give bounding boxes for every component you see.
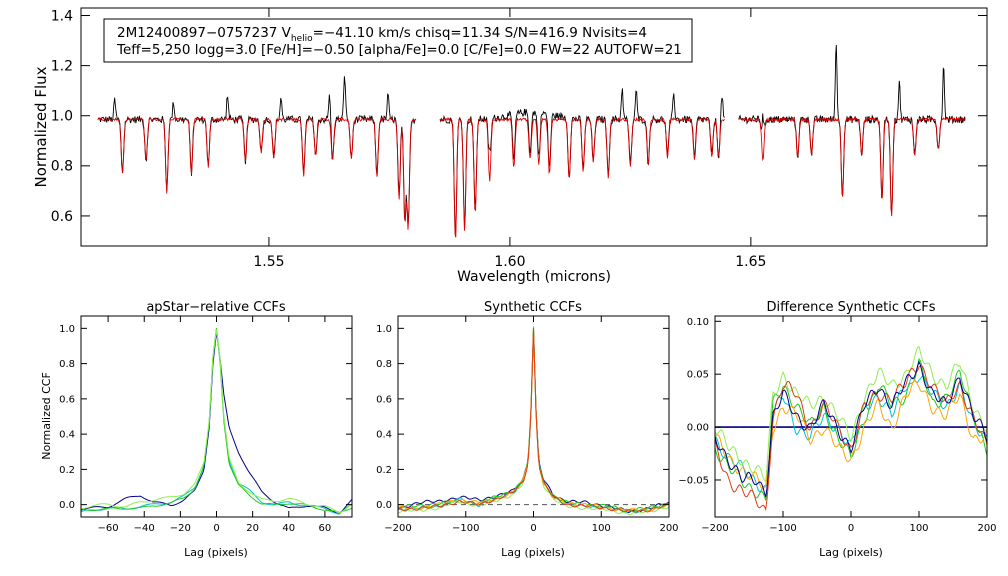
difference-ccf-series-line <box>715 365 987 512</box>
synthetic-ccf-series-line <box>398 327 669 512</box>
apstar-ccf-ticks: −60 −40 −20 0 20 40 60 0.0 0.2 0.4 0.6 0.8 1.0 <box>59 316 352 534</box>
difference-ccf-xtick-label: 200 <box>977 523 996 534</box>
spectrum-xtick-label: 1.55 <box>253 254 284 270</box>
spectrum-annotation-line1: 2M12400897−0757237 Vhelio=−41.10 km/s ch… <box>117 25 647 44</box>
apstar-ccf-xtick-label: −20 <box>170 523 191 534</box>
spectrum-ytick-label: 1.0 <box>51 109 73 125</box>
spectrum-model-line <box>97 116 417 230</box>
synthetic-ccf-series-line <box>398 326 669 514</box>
spectrum-annotation: 2M12400897−0757237 Vhelio=−41.10 km/s ch… <box>103 18 693 63</box>
difference-ccf-plot-area <box>715 345 987 512</box>
difference-ccf-xtick-label: −200 <box>701 523 728 534</box>
apstar-ccf-axes-frame <box>80 315 353 518</box>
difference-ccf-ticks: −200 −100 0 100 200 −0.05 0.00 0.05 0.10 <box>678 316 997 534</box>
difference-ccf-ytick-label: 0.10 <box>687 317 709 328</box>
difference-ccf-series-line <box>715 360 987 498</box>
spectrum-ylabel: Normalized Flux <box>32 66 50 187</box>
apstar-ccf-series-group <box>81 327 352 515</box>
spectrum-xlabel: Wavelength (microns) <box>457 269 611 285</box>
synthetic-ccf-ytick-label: 0.2 <box>376 465 392 476</box>
synthetic-ccf-xlabel: Lag (pixels) <box>501 546 565 559</box>
apstar-ccf-series-line <box>81 331 352 515</box>
difference-ccf-title: Difference Synthetic CCFs <box>766 300 935 315</box>
apstar-ccf-ytick-label: 0.2 <box>59 465 75 476</box>
apstar-ccf-series-line <box>81 327 352 513</box>
difference-ccf-panel: −200 −100 0 100 200 −0.05 0.00 0.05 0.10 Differe… <box>678 300 996 559</box>
synthetic-ccf-title: Synthetic CCFs <box>484 300 582 315</box>
difference-ccf-xlabel: Lag (pixels) <box>819 546 883 559</box>
difference-ccf-series-line <box>715 375 987 493</box>
synthetic-ccf-ticks: −200 −100 0 100 200 0.0 0.2 0.4 0.6 0.8 1.0 <box>376 316 679 534</box>
spectrum-axes-frame <box>80 7 988 247</box>
synthetic-ccf-ytick-label: 0.6 <box>376 394 392 405</box>
synthetic-ccf-ytick-label: 0.8 <box>376 359 392 370</box>
spectrum-plot-area <box>97 45 966 238</box>
apstar-ccf-series-line <box>81 329 352 514</box>
spectrum-ytick-label: 1.4 <box>51 8 73 24</box>
apstar-ccf-xtick-label: 0 <box>213 523 219 534</box>
spectrum-ticks: 1.55 1.60 1.65 0.6 0.8 1.0 1.2 1.4 <box>51 8 987 270</box>
spectrum-ytick-label: 0.6 <box>51 209 73 225</box>
synthetic-ccf-ytick-label: 0.4 <box>376 430 392 441</box>
apstar-ccf-xtick-label: 60 <box>319 523 332 534</box>
spectrum-model-line <box>738 116 966 217</box>
apstar-ccf-series-line <box>81 328 352 515</box>
apstar-ccf-ytick-label: 1.0 <box>59 324 75 335</box>
annotation-line1-b: =−41.10 km/s chisq=11.34 S/N=416.9 Nvisi… <box>313 25 647 41</box>
synthetic-ccf-series-line <box>398 330 669 514</box>
synthetic-ccf-series-line <box>398 328 669 513</box>
difference-ccf-series-line <box>715 380 987 490</box>
annotation-line1-sub: helio <box>291 34 313 44</box>
apstar-ccf-plot-area <box>81 327 352 515</box>
synthetic-ccf-plot-area <box>398 326 669 516</box>
apstar-ccf-ylabel: Normalized CCF <box>40 372 53 460</box>
difference-ccf-ytick-label: −0.05 <box>678 475 709 486</box>
spectrum-xtick-label: 1.65 <box>735 254 766 270</box>
annotation-line1-a: 2M12400897−0757237 V <box>117 25 292 41</box>
apstar-ccf-ytick-label: 0.4 <box>59 430 75 441</box>
apstar-ccf-xtick-label: −40 <box>134 523 155 534</box>
synthetic-ccf-xtick-label: −100 <box>452 523 479 534</box>
spectrum-annotation-box <box>103 18 693 63</box>
apstar-ccf-ytick-label: 0.6 <box>59 394 75 405</box>
apstar-ccf-xtick-label: 40 <box>282 523 295 534</box>
synthetic-ccf-ytick-label: 0.0 <box>376 500 392 511</box>
difference-ccf-xtick-label: 0 <box>848 523 854 534</box>
synthetic-ccf-series-line <box>398 331 669 516</box>
difference-ccf-series-line <box>715 357 987 501</box>
spectrum-annotation-line2: Teff=5,250 logg=3.0 [Fe/H]=−0.50 [alpha/… <box>116 42 682 58</box>
apstar-ccf-panel: −60 −40 −20 0 20 40 60 0.0 0.2 0.4 0.6 0.8 1.0 apSta… <box>40 300 353 559</box>
spectrum-xtick-label: 1.60 <box>494 254 525 270</box>
difference-ccf-series-group <box>715 345 987 512</box>
synthetic-ccf-xtick-label: 200 <box>659 523 678 534</box>
apstar-ccf-title: apStar−relative CCFs <box>146 300 286 315</box>
synthetic-ccf-ytick-label: 1.0 <box>376 324 392 335</box>
synthetic-ccf-series-group <box>398 326 669 516</box>
spectrum-observed-line <box>738 45 966 212</box>
synthetic-ccf-xtick-label: 0 <box>530 523 536 534</box>
apstar-ccf-xtick-label: −60 <box>98 523 119 534</box>
difference-ccf-xtick-label: −100 <box>769 523 796 534</box>
apstar-ccf-xtick-label: 20 <box>246 523 259 534</box>
synthetic-ccf-panel: −200 −100 0 100 200 0.0 0.2 0.4 0.6 0.8 1.0 Synthe… <box>376 300 678 559</box>
spectrum-ytick-label: 1.2 <box>51 59 73 75</box>
apstar-ccf-ytick-label: 0.0 <box>59 500 75 511</box>
synthetic-ccf-xtick-label: −200 <box>384 523 411 534</box>
apstar-ccf-xlabel: Lag (pixels) <box>184 546 248 559</box>
difference-ccf-xtick-label: 100 <box>909 523 928 534</box>
difference-ccf-series-line <box>715 345 987 483</box>
difference-ccf-ytick-label: 0.05 <box>687 370 709 381</box>
apstar-ccf-ytick-label: 0.8 <box>59 359 75 370</box>
synthetic-ccf-series-line <box>398 328 669 512</box>
spectrum-model-line <box>439 116 725 238</box>
spectrum-ytick-label: 0.8 <box>51 159 73 175</box>
synthetic-ccf-xtick-label: 100 <box>592 523 611 534</box>
difference-ccf-ytick-label: 0.00 <box>687 423 709 434</box>
spectrum-panel: 1.55 1.60 1.65 0.6 0.8 1.0 1.2 1.4 Wavelength (… <box>32 7 988 285</box>
